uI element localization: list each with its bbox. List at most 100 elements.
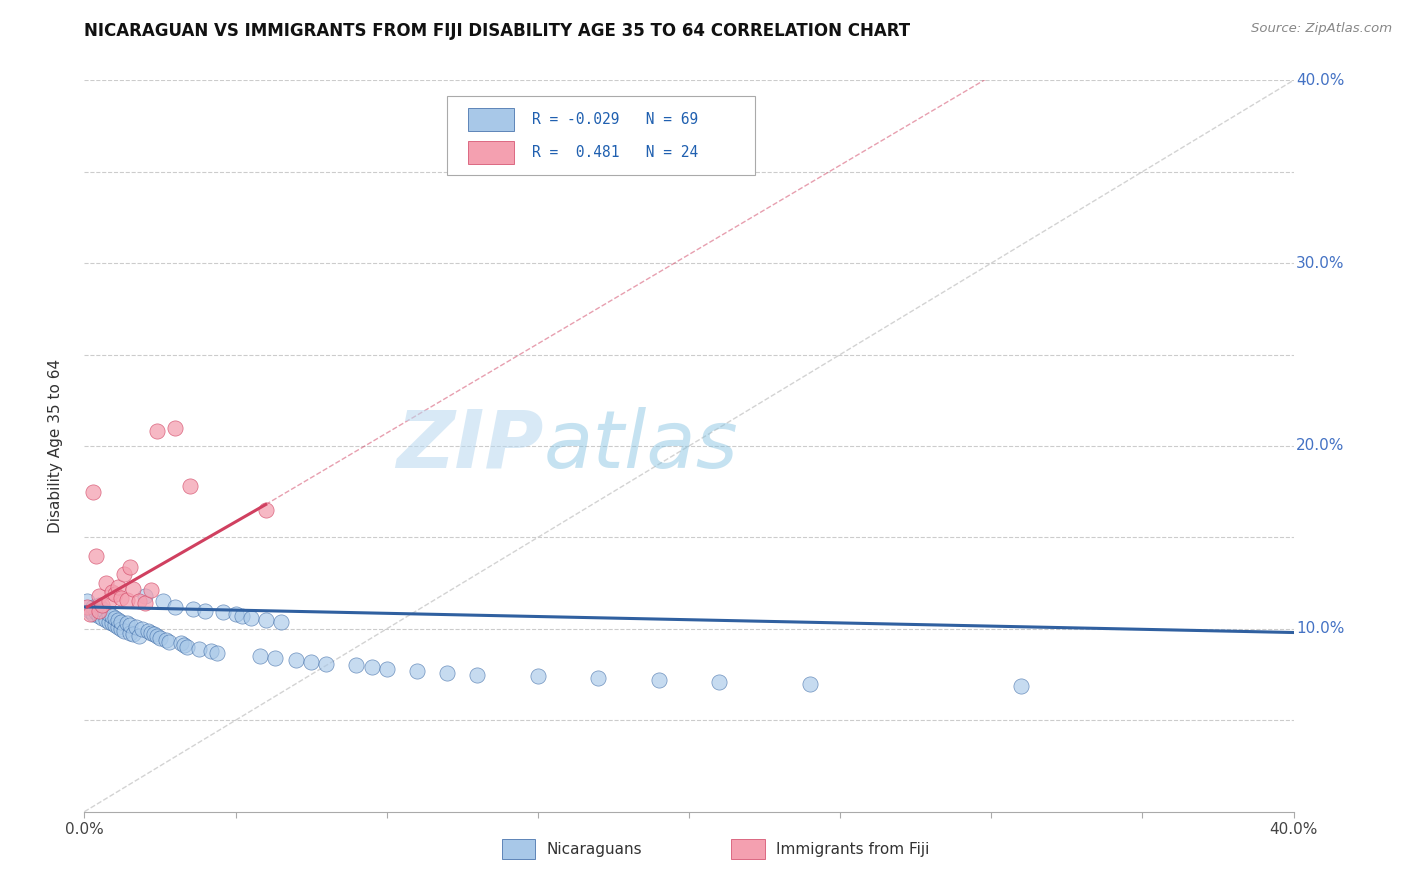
Point xyxy=(239,611,262,625)
Point xyxy=(94,576,117,591)
Point xyxy=(231,609,253,624)
Point xyxy=(142,627,165,641)
Point xyxy=(104,618,127,632)
Point xyxy=(647,673,671,687)
Point xyxy=(139,583,162,598)
Point xyxy=(249,649,271,664)
Point xyxy=(170,636,193,650)
Point xyxy=(270,615,292,629)
Point xyxy=(254,503,277,517)
Point xyxy=(107,613,129,627)
Point xyxy=(118,559,141,574)
Point xyxy=(263,651,285,665)
Point xyxy=(89,589,111,603)
Bar xyxy=(731,838,765,859)
Text: 40.0%: 40.0% xyxy=(1296,73,1344,87)
Point xyxy=(97,615,120,629)
Point xyxy=(110,591,132,605)
Point xyxy=(134,589,156,603)
Point xyxy=(375,662,398,676)
Point xyxy=(181,601,204,615)
Text: 30.0%: 30.0% xyxy=(1296,256,1344,270)
Bar xyxy=(468,141,513,164)
Point xyxy=(100,609,122,624)
Point xyxy=(91,598,114,612)
Point xyxy=(146,629,169,643)
Text: NICARAGUAN VS IMMIGRANTS FROM FIJI DISABILITY AGE 35 TO 64 CORRELATION CHART: NICARAGUAN VS IMMIGRANTS FROM FIJI DISAB… xyxy=(84,22,911,40)
Point xyxy=(526,669,548,683)
Text: R = -0.029   N = 69: R = -0.029 N = 69 xyxy=(531,112,697,128)
Point xyxy=(157,634,180,648)
Point xyxy=(82,484,104,499)
Y-axis label: Disability Age 35 to 64: Disability Age 35 to 64 xyxy=(48,359,63,533)
Point xyxy=(125,620,148,634)
Point xyxy=(94,613,117,627)
Point xyxy=(104,587,127,601)
Point xyxy=(86,606,108,620)
Text: Source: ZipAtlas.com: Source: ZipAtlas.com xyxy=(1251,22,1392,36)
Point xyxy=(152,594,174,608)
Point xyxy=(128,629,150,643)
Point xyxy=(76,594,98,608)
Point xyxy=(360,660,382,674)
Text: Immigrants from Fiji: Immigrants from Fiji xyxy=(776,841,929,856)
Point xyxy=(179,479,201,493)
Text: ZIP: ZIP xyxy=(396,407,544,485)
Point xyxy=(212,606,235,620)
Point xyxy=(97,607,120,622)
Bar xyxy=(502,838,536,859)
Point xyxy=(82,599,104,614)
Point xyxy=(173,638,195,652)
Point xyxy=(299,655,322,669)
Point xyxy=(207,646,229,660)
Point xyxy=(86,549,108,563)
Point xyxy=(131,622,153,636)
Point xyxy=(107,580,129,594)
Point xyxy=(128,594,150,608)
Point xyxy=(136,624,159,638)
Point xyxy=(91,601,114,615)
Point xyxy=(163,421,186,435)
Point xyxy=(134,596,156,610)
Point xyxy=(100,585,122,599)
Bar xyxy=(468,108,513,131)
Point xyxy=(588,671,610,685)
Point xyxy=(346,658,368,673)
Point xyxy=(436,665,458,680)
Point xyxy=(115,592,138,607)
Point xyxy=(100,616,122,631)
Point xyxy=(406,664,429,678)
Point xyxy=(284,653,308,667)
Point xyxy=(112,567,135,582)
Point xyxy=(146,425,169,439)
Point xyxy=(76,599,98,614)
Point xyxy=(104,611,127,625)
Point xyxy=(118,625,141,640)
Point xyxy=(110,622,132,636)
Point xyxy=(254,613,277,627)
Point xyxy=(139,625,162,640)
Point xyxy=(155,632,177,647)
Point xyxy=(89,598,111,612)
Point xyxy=(79,607,101,622)
Point xyxy=(112,624,135,638)
Point xyxy=(149,631,172,645)
FancyBboxPatch shape xyxy=(447,96,755,176)
Point xyxy=(194,603,217,617)
Point xyxy=(1010,679,1032,693)
Point xyxy=(89,603,111,617)
Point xyxy=(467,667,489,681)
Text: R =  0.481   N = 24: R = 0.481 N = 24 xyxy=(531,145,697,161)
Point xyxy=(188,642,211,657)
Text: 20.0%: 20.0% xyxy=(1296,439,1344,453)
Point xyxy=(200,644,222,658)
Point xyxy=(121,582,143,596)
Point xyxy=(110,615,132,629)
Point xyxy=(79,603,101,617)
Point xyxy=(118,618,141,632)
Text: atlas: atlas xyxy=(544,407,738,485)
Point xyxy=(91,611,114,625)
Point xyxy=(176,640,198,655)
Point xyxy=(163,599,186,614)
Point xyxy=(121,627,143,641)
